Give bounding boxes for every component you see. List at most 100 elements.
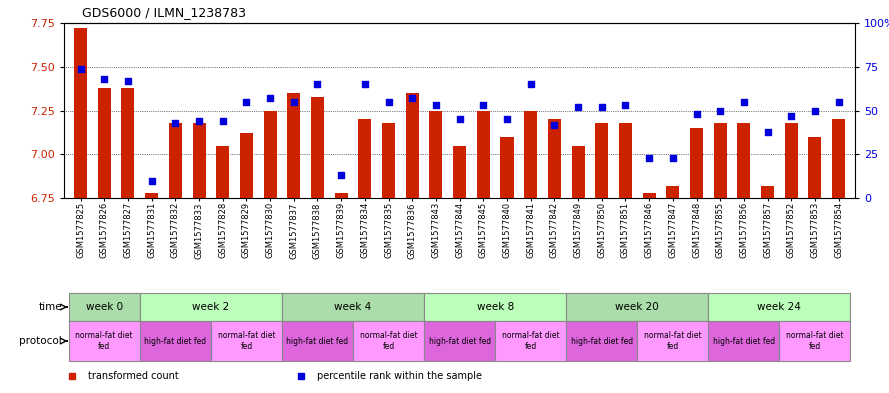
Bar (637, 321, 709, 361)
Text: high-fat diet fed: high-fat diet fed (428, 336, 491, 345)
Point (477, 102, 491, 108)
Text: week 2: week 2 (192, 302, 229, 312)
Bar (282, 293, 424, 321)
Bar (74, 28, 87, 198)
Bar (334, 193, 348, 198)
Bar (714, 123, 726, 198)
Text: protocol: protocol (20, 336, 62, 346)
Point (381, 99, 396, 105)
Point (357, 81, 372, 87)
Text: GDS6000 / ILMN_1238783: GDS6000 / ILMN_1238783 (82, 6, 245, 19)
Point (216, 118, 230, 124)
Text: week 0: week 0 (85, 302, 123, 312)
Text: high-fat diet fed: high-fat diet fed (144, 336, 206, 345)
Point (524, 81, 538, 87)
Bar (737, 123, 750, 198)
Point (286, 99, 300, 105)
Text: high-fat diet fed: high-fat diet fed (286, 336, 348, 345)
Bar (709, 293, 851, 321)
Text: percentile rank within the sample: percentile rank within the sample (317, 371, 482, 381)
Point (784, 113, 798, 119)
Bar (643, 193, 656, 198)
Point (168, 119, 182, 126)
Bar (140, 321, 211, 361)
Bar (566, 321, 637, 361)
Bar (709, 321, 780, 361)
Bar (140, 293, 282, 321)
Text: normal-fat diet
fed: normal-fat diet fed (502, 331, 559, 351)
Bar (311, 97, 324, 198)
Bar (211, 321, 282, 361)
Bar (808, 137, 821, 198)
Point (428, 102, 443, 108)
Bar (287, 93, 300, 198)
Text: normal-fat diet
fed: normal-fat diet fed (644, 331, 701, 351)
Point (689, 111, 703, 117)
Bar (68, 293, 140, 321)
Text: week 4: week 4 (334, 302, 372, 312)
Text: high-fat diet fed: high-fat diet fed (713, 336, 775, 345)
Bar (619, 123, 632, 198)
Bar (382, 123, 395, 198)
Point (831, 99, 845, 105)
Text: week 24: week 24 (757, 302, 801, 312)
Point (595, 104, 609, 110)
Text: high-fat diet fed: high-fat diet fed (571, 336, 633, 345)
Bar (68, 321, 140, 361)
Point (74, 65, 88, 72)
Bar (263, 110, 276, 198)
Bar (666, 186, 679, 198)
Bar (353, 321, 424, 361)
Point (666, 154, 680, 161)
Bar (596, 123, 608, 198)
Point (145, 177, 159, 184)
Point (97, 76, 111, 82)
Bar (405, 93, 419, 198)
Bar (495, 321, 566, 361)
Point (121, 78, 135, 84)
Point (263, 95, 277, 101)
Bar (780, 321, 851, 361)
Point (713, 107, 727, 114)
Text: normal-fat diet
fed: normal-fat diet fed (360, 331, 417, 351)
Bar (145, 193, 158, 198)
Point (808, 107, 822, 114)
Point (737, 99, 751, 105)
Point (334, 172, 348, 178)
Text: time: time (38, 302, 62, 312)
Text: normal-fat diet
fed: normal-fat diet fed (76, 331, 133, 351)
Bar (216, 145, 229, 198)
Point (548, 121, 562, 128)
Bar (424, 293, 566, 321)
Bar (169, 123, 182, 198)
Bar (453, 145, 466, 198)
Bar (98, 88, 111, 198)
Bar (501, 137, 514, 198)
Text: normal-fat diet
fed: normal-fat diet fed (786, 331, 844, 351)
Bar (832, 119, 845, 198)
Bar (566, 293, 709, 321)
Bar (122, 88, 134, 198)
Bar (240, 133, 253, 198)
Text: normal-fat diet
fed: normal-fat diet fed (218, 331, 276, 351)
Point (571, 104, 585, 110)
Bar (761, 186, 774, 198)
Bar (572, 145, 585, 198)
Bar (690, 128, 703, 198)
Bar (548, 119, 561, 198)
Text: week 8: week 8 (477, 302, 514, 312)
Point (619, 102, 633, 108)
Point (192, 118, 206, 124)
Bar (525, 110, 537, 198)
Bar (282, 321, 353, 361)
Text: transformed count: transformed count (88, 371, 179, 381)
Point (310, 81, 324, 87)
Bar (193, 123, 205, 198)
Point (453, 116, 467, 123)
Bar (358, 119, 372, 198)
Point (760, 129, 774, 135)
Text: week 20: week 20 (615, 302, 659, 312)
Bar (429, 110, 443, 198)
Point (405, 95, 420, 101)
Bar (477, 110, 490, 198)
